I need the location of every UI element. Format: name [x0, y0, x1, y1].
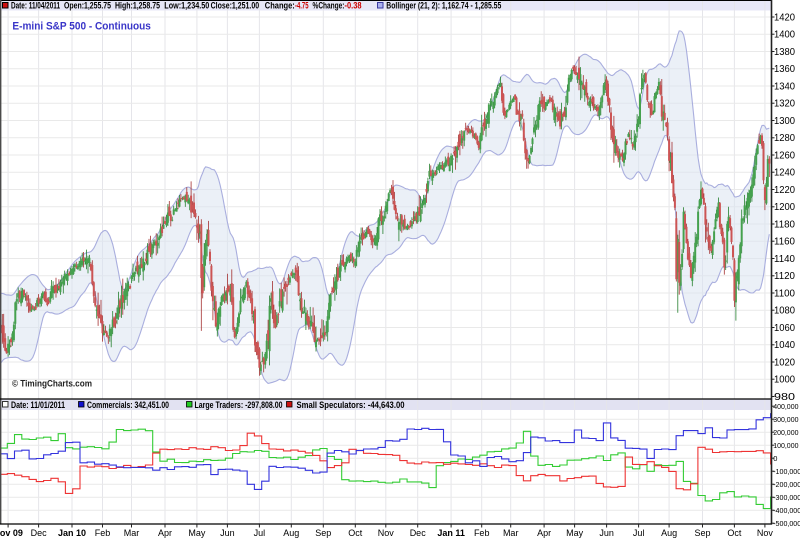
svg-text:1200: 1200 — [774, 202, 796, 213]
svg-text:Dec: Dec — [31, 528, 48, 538]
svg-text:Large Traders: -297,808.00: Large Traders: -297,808.00 — [195, 400, 283, 410]
svg-text:Jul: Jul — [633, 528, 645, 538]
svg-text:1080: 1080 — [774, 306, 796, 317]
svg-text:Mar: Mar — [503, 528, 519, 538]
svg-text:-400,000: -400,000 — [773, 506, 800, 515]
svg-text:1100: 1100 — [774, 288, 796, 299]
svg-text:1060: 1060 — [774, 323, 796, 334]
svg-text:Aug: Aug — [283, 528, 299, 538]
svg-text:100,000: 100,000 — [773, 441, 798, 450]
svg-text:Nov: Nov — [757, 528, 774, 538]
svg-text:200,000: 200,000 — [773, 428, 798, 437]
svg-text:Mar: Mar — [124, 528, 140, 538]
svg-text:Close:1,251.00: Close:1,251.00 — [211, 1, 260, 11]
svg-text:-300,000: -300,000 — [773, 493, 800, 502]
svg-text:1180: 1180 — [774, 219, 796, 230]
svg-text:Jun: Jun — [220, 528, 235, 538]
svg-text:1160: 1160 — [774, 237, 796, 248]
svg-text:High:1,258.75: High:1,258.75 — [115, 1, 160, 11]
svg-text:Sep: Sep — [315, 528, 331, 538]
svg-text:Commercials: 342,451.00: Commercials: 342,451.00 — [87, 400, 169, 410]
svg-text:1340: 1340 — [774, 81, 796, 92]
svg-text:Apr: Apr — [158, 528, 172, 538]
svg-text:1000: 1000 — [774, 375, 796, 386]
svg-text:Bollinger (21, 2): 1,162.74 -: Bollinger (21, 2): 1,162.74 - 1,285.55 — [386, 1, 501, 11]
svg-text:Low:1,234.50: Low:1,234.50 — [164, 1, 209, 11]
svg-text:Feb: Feb — [95, 528, 111, 538]
svg-text:Oct: Oct — [348, 528, 363, 538]
svg-text:1300: 1300 — [774, 116, 796, 127]
svg-text:1360: 1360 — [774, 64, 796, 75]
svg-text:Apr: Apr — [537, 528, 551, 538]
svg-text:1420: 1420 — [774, 12, 796, 23]
svg-text:1380: 1380 — [774, 47, 796, 58]
svg-text:1040: 1040 — [774, 340, 796, 351]
svg-text:400,000: 400,000 — [773, 402, 798, 411]
svg-text:Feb: Feb — [474, 528, 490, 538]
svg-text:Dec: Dec — [410, 528, 427, 538]
svg-text:-100,000: -100,000 — [773, 467, 800, 476]
svg-text:1120: 1120 — [774, 271, 796, 282]
svg-text:1220: 1220 — [774, 185, 796, 196]
svg-text:Nov: Nov — [378, 528, 395, 538]
svg-text:-200,000: -200,000 — [773, 480, 800, 489]
svg-text:Jan 11: Jan 11 — [437, 528, 465, 538]
svg-text:Jan 10: Jan 10 — [58, 528, 86, 538]
svg-text:Jul: Jul — [254, 528, 266, 538]
svg-text:1020: 1020 — [774, 357, 796, 368]
svg-text:© TimingCharts.com: © TimingCharts.com — [12, 379, 92, 390]
svg-text:%Change:: %Change: — [313, 1, 345, 11]
svg-text:Date: 11/04/2011: Date: 11/04/2011 — [11, 1, 60, 11]
svg-text:0: 0 — [773, 454, 777, 463]
svg-text:980: 980 — [774, 392, 796, 403]
svg-text:Sep: Sep — [694, 528, 710, 538]
svg-text:May: May — [188, 528, 206, 538]
svg-text:Small Speculators: -44,643.00: Small Speculators: -44,643.00 — [297, 400, 405, 410]
svg-text:1240: 1240 — [774, 168, 796, 179]
svg-text:Date: 11/01/2011: Date: 11/01/2011 — [11, 400, 65, 410]
svg-text:Open:1,255.75: Open:1,255.75 — [64, 1, 111, 11]
svg-text:1260: 1260 — [774, 150, 796, 161]
svg-text:1140: 1140 — [774, 254, 796, 265]
svg-text:Change:: Change: — [265, 1, 295, 11]
svg-text:1400: 1400 — [774, 30, 796, 41]
svg-text:Jun: Jun — [599, 528, 614, 538]
svg-text:Nov 09: Nov 09 — [0, 528, 23, 538]
svg-text:Oct: Oct — [727, 528, 742, 538]
svg-text:May: May — [566, 528, 584, 538]
svg-text:Aug: Aug — [661, 528, 677, 538]
svg-text:E-mini S&P 500 - Continuous: E-mini S&P 500 - Continuous — [12, 21, 151, 33]
svg-text:1320: 1320 — [774, 99, 796, 110]
svg-text:-4.75: -4.75 — [295, 1, 309, 11]
svg-text:1280: 1280 — [774, 133, 796, 144]
svg-text:300,000: 300,000 — [773, 415, 798, 424]
svg-text:-0.38: -0.38 — [345, 1, 362, 11]
svg-text:-500,000: -500,000 — [773, 519, 800, 528]
